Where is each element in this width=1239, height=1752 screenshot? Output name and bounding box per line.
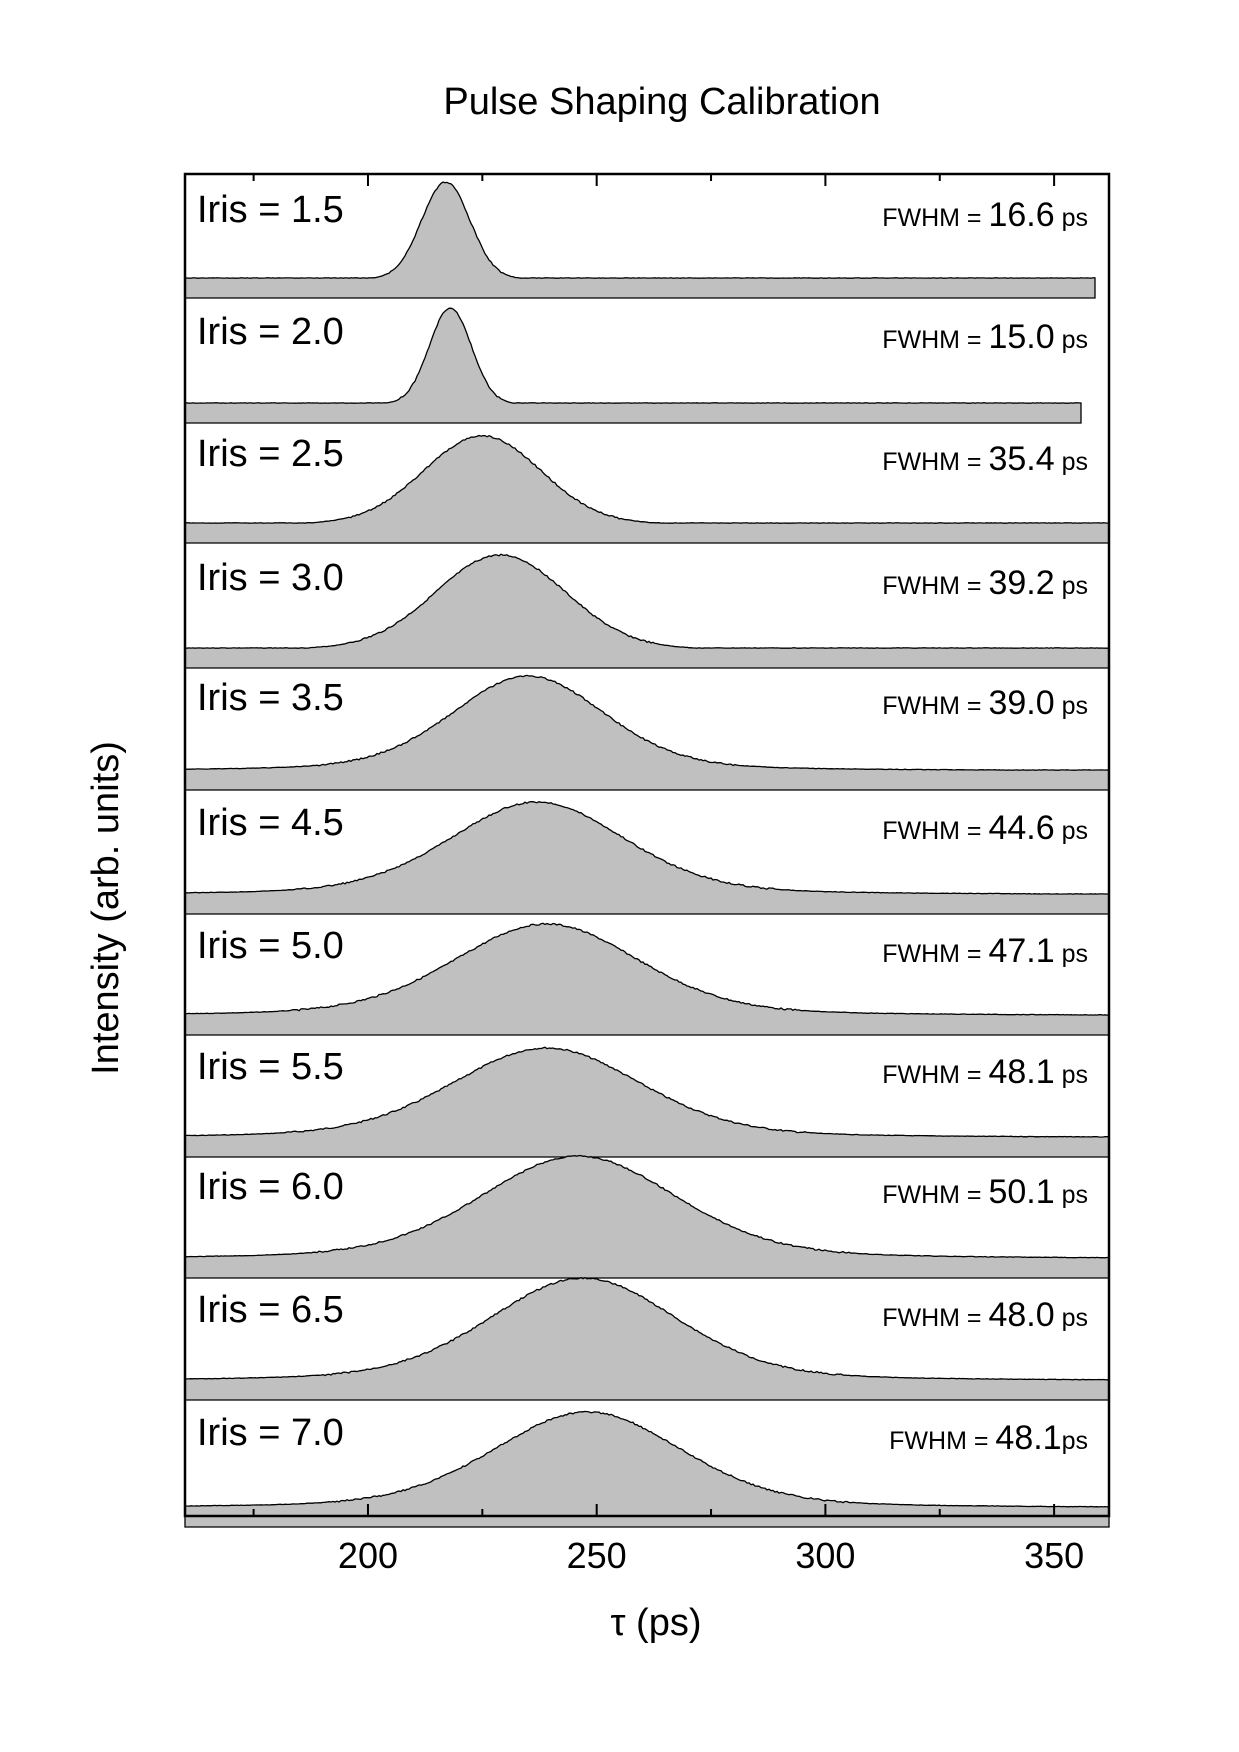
- fwhm-annotation: FWHM = 39.2 ps: [882, 564, 1088, 602]
- fwhm-annotation: FWHM = 50.1 ps: [882, 1173, 1088, 1211]
- pulse-area-2: [184, 307, 1082, 424]
- series-label: Iris = 5.5: [197, 1046, 344, 1088]
- pulse-area-9: [184, 1154, 1110, 1279]
- pulse-area-4: [184, 553, 1110, 669]
- pulse-area-8: [184, 1046, 1110, 1158]
- pulse-area-5: [184, 674, 1110, 791]
- series-label: Iris = 6.5: [197, 1289, 344, 1331]
- x-tick-label: 300: [795, 1535, 855, 1576]
- fwhm-annotation: FWHM = 48.1 ps: [882, 1053, 1088, 1091]
- x-tick-label: 350: [1024, 1535, 1084, 1576]
- fwhm-annotation: FWHM = 44.6 ps: [882, 809, 1088, 847]
- y-axis-label: Intensity (arb. units): [85, 741, 127, 1075]
- x-tick-label: 200: [338, 1535, 398, 1576]
- pulse-area-11: [184, 1410, 1110, 1528]
- fwhm-annotation: FWHM = 39.0 ps: [882, 684, 1088, 722]
- panels-group: Iris = 1.5 FWHM = 16.6 ps Iris = 2.0 FWHM =…: [184, 181, 1110, 1528]
- fwhm-annotation: FWHM = 16.6 ps: [882, 196, 1088, 234]
- fwhm-annotation: FWHM = 47.1 ps: [882, 932, 1088, 970]
- series-label: Iris = 4.5: [197, 802, 344, 844]
- pulse-area-1: [184, 181, 1096, 299]
- series-label: Iris = 1.5: [197, 189, 344, 231]
- series-label: Iris = 3.5: [197, 677, 344, 719]
- fwhm-annotation: FWHM = 15.0 ps: [882, 318, 1088, 356]
- pulse-area-6: [184, 801, 1110, 915]
- pulse-area-10: [184, 1276, 1110, 1401]
- series-label: Iris = 2.0: [197, 311, 344, 353]
- series-label: Iris = 3.0: [197, 557, 344, 599]
- x-tick-label: 250: [567, 1535, 627, 1576]
- x-axis-ticks: 200 250 300 350: [252, 174, 1084, 1576]
- fwhm-annotation: FWHM = 48.1ps: [889, 1419, 1088, 1457]
- plot-frame: [183, 172, 1111, 1518]
- series-label: Iris = 6.0: [197, 1166, 344, 1208]
- fwhm-annotation: FWHM = 48.0 ps: [882, 1296, 1088, 1334]
- chart-title: Pulse Shaping Calibration: [443, 81, 880, 123]
- pulse-area-3: [184, 434, 1110, 544]
- series-label: Iris = 5.0: [197, 925, 344, 967]
- series-label: Iris = 7.0: [197, 1412, 344, 1454]
- series-label: Iris = 2.5: [197, 433, 344, 475]
- fwhm-annotation: FWHM = 35.4 ps: [882, 440, 1088, 478]
- pulse-area-7: [184, 922, 1110, 1036]
- x-axis-label: τ (ps): [610, 1602, 701, 1644]
